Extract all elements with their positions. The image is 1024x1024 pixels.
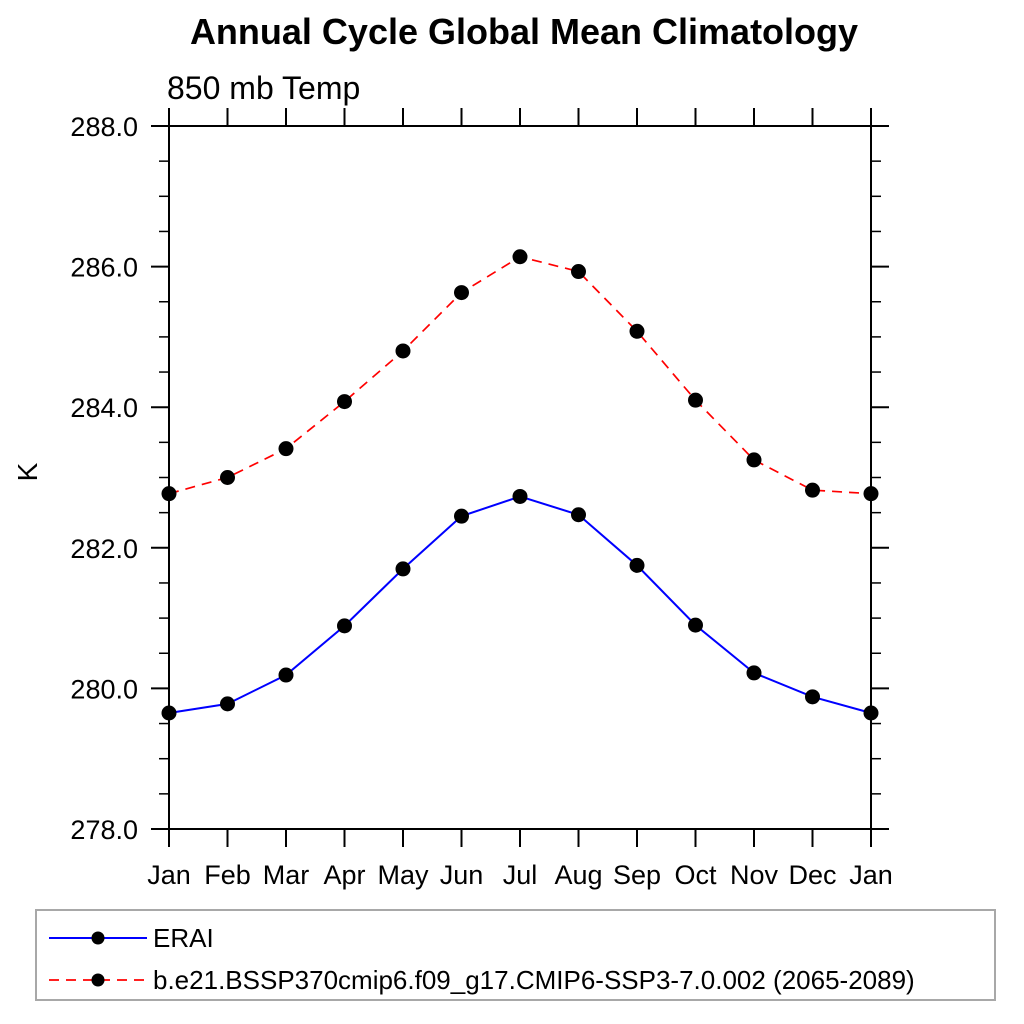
data-point-marker [512, 249, 528, 265]
series-line [168, 255, 872, 495]
x-tick-label: Aug [554, 860, 602, 890]
axes: 278.0 280.0 282.0 284.0 286.0 288.0 Jan Feb Mar A… [70, 108, 893, 890]
x-tick-label: Jul [503, 860, 538, 890]
data-point-marker [863, 486, 879, 502]
data-point-marker [395, 343, 411, 359]
x-tick-label: Oct [674, 860, 717, 890]
data-point-marker [571, 507, 586, 523]
legend-line-sample-erai-icon [49, 931, 147, 945]
data-point-marker [805, 482, 820, 498]
data-point-marker [629, 323, 645, 339]
data-point-marker [220, 696, 235, 712]
legend-entry-erai: ERAI [47, 924, 214, 952]
data-point-marker [512, 488, 528, 504]
chart-subtitle: 850 mb Temp [167, 70, 360, 106]
series-erai [161, 488, 879, 721]
x-tick-label: May [377, 860, 429, 890]
x-tick-label: Feb [204, 860, 251, 890]
x-tick-label: Jun [440, 860, 484, 890]
data-point-marker [688, 617, 703, 633]
y-tick-label: 286.0 [70, 253, 138, 283]
legend-label-model: b.e21.BSSP370cmip6.f09_g17.CMIP6-SSP3-7.… [153, 965, 915, 995]
data-point-marker [220, 470, 235, 485]
x-tick-label: Jan [147, 860, 191, 890]
x-tick-label: Sep [613, 860, 661, 890]
x-tick-label: Mar [263, 860, 310, 890]
y-tick-label: 280.0 [70, 674, 138, 704]
data-point-marker [454, 285, 469, 301]
data-point-marker [161, 486, 177, 502]
data-point-marker [337, 618, 352, 634]
series-line [168, 495, 872, 714]
y-tick-label: 278.0 [70, 815, 138, 845]
y-tick-label: 284.0 [70, 393, 138, 423]
y-tick-label: 288.0 [70, 112, 138, 142]
legend-entry-model: b.e21.BSSP370cmip6.f09_g17.CMIP6-SSP3-7.… [47, 966, 915, 994]
series-model [161, 249, 879, 502]
legend-line-sample-model-icon [49, 973, 147, 987]
legend-label-erai: ERAI [153, 923, 214, 953]
data-point-marker [571, 264, 586, 280]
data-point-marker [863, 705, 879, 721]
chart-title: Annual Cycle Global Mean Climatology [190, 11, 858, 52]
x-tick-label: Apr [323, 860, 365, 890]
y-tick-label: 282.0 [70, 534, 138, 564]
data-point-marker [688, 392, 703, 408]
y-axis-label: K [12, 462, 43, 481]
x-tick-label: Jan [849, 860, 893, 890]
data-point-marker [454, 508, 469, 524]
plot-area: 278.0 280.0 282.0 284.0 286.0 288.0 Jan Feb Mar A… [70, 108, 893, 890]
data-point-marker [278, 441, 294, 457]
data-point-marker [161, 705, 177, 721]
data-point-marker [629, 557, 645, 573]
data-point-marker [746, 452, 762, 468]
x-tick-label: Nov [730, 860, 779, 890]
data-point-marker [278, 667, 294, 683]
data-point-marker [395, 561, 411, 577]
data-point-marker [805, 689, 820, 705]
legend-box: ERAI b.e21.BSSP370cmip6.f09_g17.CMIP6-SS… [35, 909, 996, 1001]
data-point-marker [337, 394, 352, 410]
data-point-marker [746, 665, 762, 681]
x-tick-label: Dec [788, 860, 836, 890]
